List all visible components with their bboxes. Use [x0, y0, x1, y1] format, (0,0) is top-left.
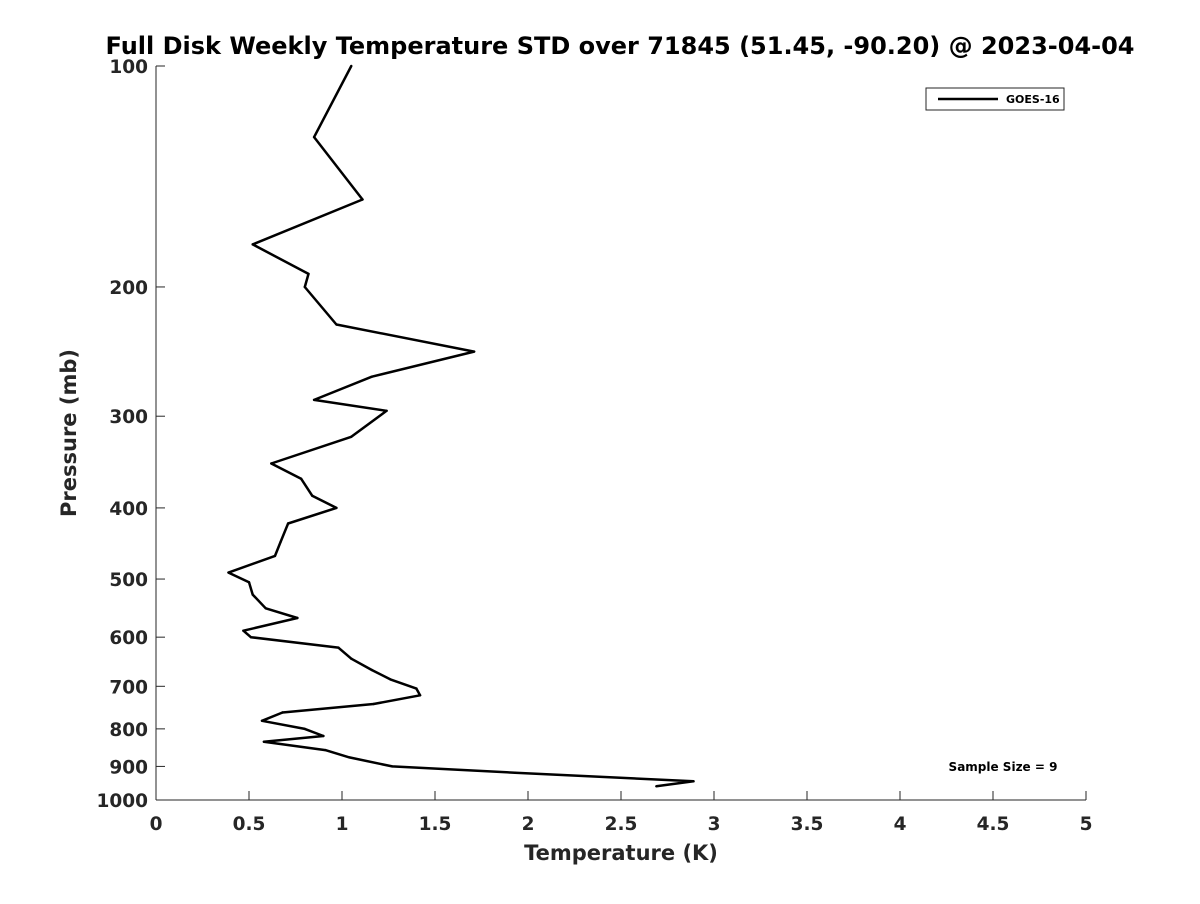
- data-point: [286, 522, 290, 525]
- data-point: [350, 64, 353, 68]
- data-point: [303, 285, 306, 289]
- y-tick-label: 600: [109, 628, 148, 649]
- data-point: [391, 765, 394, 768]
- data-point: [415, 687, 418, 690]
- data-point: [312, 398, 316, 402]
- y-tick-label: 300: [109, 407, 148, 428]
- x-tick-label: 2: [522, 814, 535, 835]
- x-tick-label: 0: [150, 814, 163, 835]
- x-tick-label: 1: [336, 814, 349, 835]
- data-point: [385, 409, 388, 412]
- data-point: [227, 571, 230, 574]
- x-tick-label: 4: [894, 814, 907, 835]
- data-point: [249, 636, 253, 639]
- legend-entry-goes-16: GOES-16: [1006, 93, 1060, 106]
- y-tick-label: 100: [109, 57, 148, 78]
- x-tick-label: 3: [708, 814, 721, 835]
- data-point: [270, 462, 273, 465]
- y-tick-label: 700: [109, 677, 148, 698]
- data-point: [260, 719, 264, 722]
- data-point: [370, 375, 373, 378]
- sample-size-annotation: Sample Size = 9: [949, 760, 1058, 774]
- data-point: [262, 740, 266, 743]
- y-axis-ticks: 100 200 300 400 500 600 700 800 900 1000: [97, 57, 165, 812]
- data-point: [513, 771, 517, 774]
- x-tick-label: 1.5: [419, 814, 452, 835]
- data-point: [307, 272, 310, 276]
- y-tick-label: 1000: [97, 791, 149, 812]
- data-point: [322, 734, 325, 738]
- data-point: [335, 506, 338, 510]
- data-point: [279, 540, 282, 544]
- data-point: [312, 135, 316, 139]
- chart-title: Full Disk Weekly Temperature STD over 71…: [106, 32, 1135, 60]
- y-tick-label: 800: [109, 720, 148, 741]
- y-tick-label: 500: [109, 570, 148, 591]
- data-point: [472, 350, 476, 353]
- data-point: [264, 607, 267, 610]
- x-tick-label: 3.5: [791, 814, 824, 835]
- data-point: [281, 711, 284, 714]
- data-point: [350, 435, 353, 438]
- y-tick-label: 200: [109, 278, 148, 299]
- x-axis-label: Temperature (K): [524, 841, 718, 865]
- y-tick-label: 400: [109, 499, 148, 520]
- data-point: [361, 198, 364, 201]
- data-point: [311, 494, 314, 497]
- data-point: [655, 785, 658, 788]
- data-point: [251, 243, 254, 246]
- data-point: [335, 323, 338, 326]
- series-points: [227, 64, 695, 788]
- data-point: [389, 678, 392, 681]
- data-point: [296, 616, 299, 620]
- data-point: [418, 694, 422, 697]
- data-point: [370, 668, 373, 672]
- legend: GOES-16: [925, 87, 1065, 111]
- x-axis-ticks: 0 0.5 1 1.5 2 2.5 3 3.5 4 4.5 5: [150, 791, 1093, 835]
- y-axis-label: Pressure (mb): [57, 349, 81, 517]
- data-point: [692, 780, 695, 783]
- data-point: [242, 629, 245, 632]
- x-tick-label: 0.5: [233, 814, 266, 835]
- data-point: [337, 646, 340, 649]
- data-point: [372, 702, 375, 706]
- data-point: [348, 756, 351, 759]
- data-point: [247, 581, 251, 584]
- data-point: [299, 477, 303, 480]
- y-tick-label: 900: [109, 757, 148, 778]
- data-point: [303, 727, 306, 731]
- data-point: [324, 748, 327, 752]
- series-line-goes-16: [227, 65, 695, 788]
- x-tick-label: 5: [1080, 814, 1093, 835]
- x-tick-label: 4.5: [977, 814, 1010, 835]
- plot-area: 0 0.5 1 1.5 2 2.5 3 3.5 4 4.5 5 100 200 300 400 500 600…: [97, 57, 1093, 835]
- data-point: [251, 593, 254, 596]
- data-point: [273, 554, 277, 558]
- data-point: [350, 657, 353, 660]
- x-tick-label: 2.5: [605, 814, 638, 835]
